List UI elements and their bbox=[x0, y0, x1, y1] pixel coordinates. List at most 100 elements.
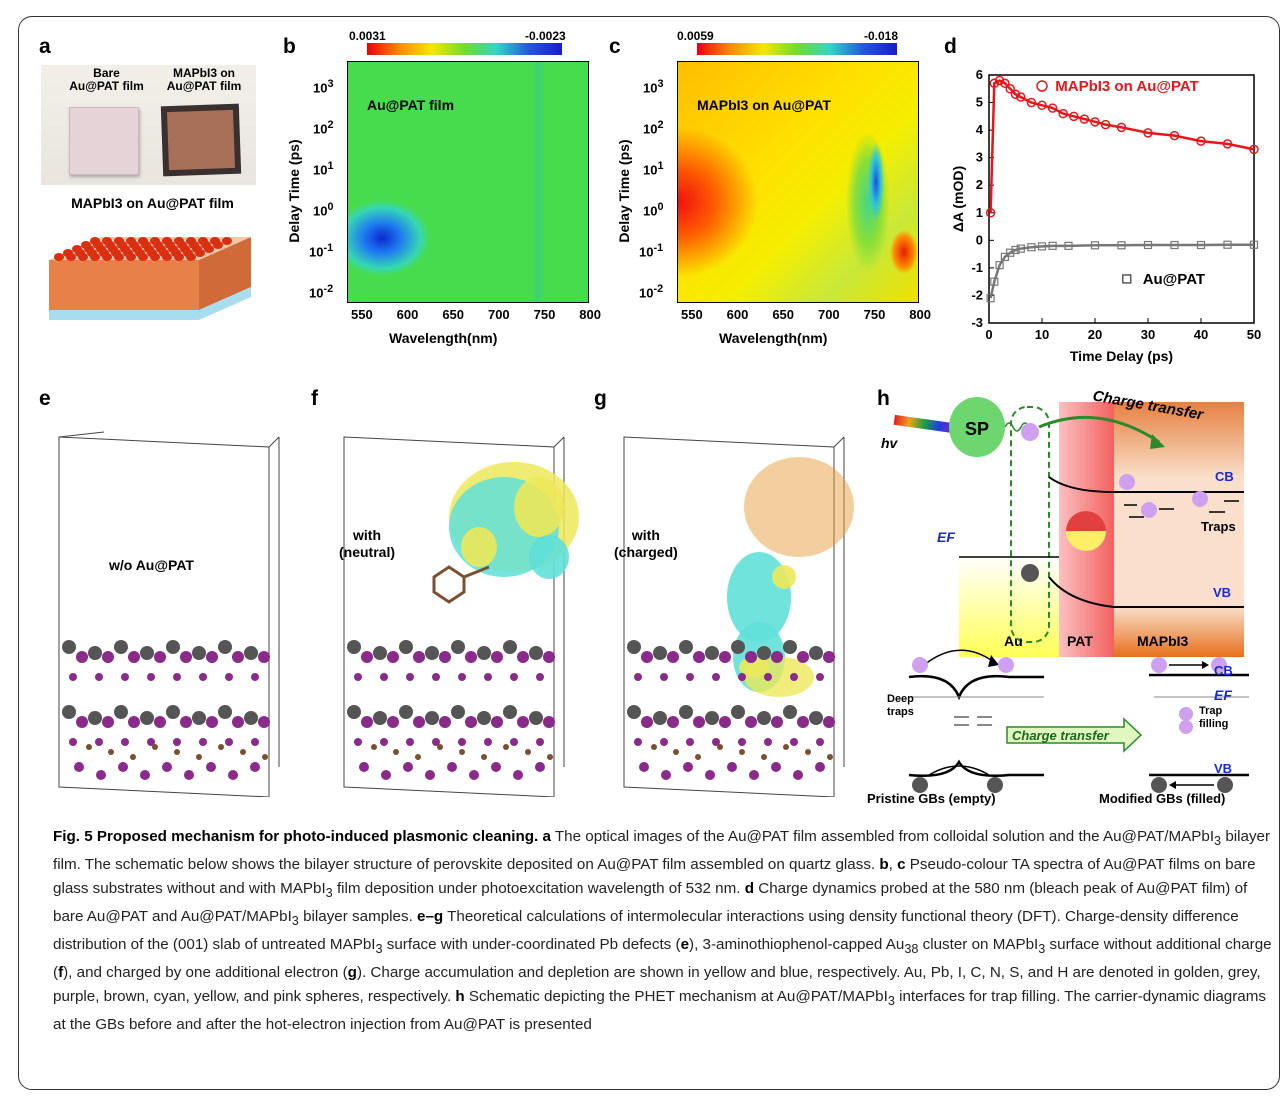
ytick-label: -1 bbox=[971, 260, 983, 275]
i-atom bbox=[228, 770, 238, 780]
ylabel-c: Delay Time (ps) bbox=[616, 139, 632, 243]
ytick-b: 100 bbox=[313, 201, 334, 219]
data-point bbox=[1048, 241, 1057, 250]
pb-atom bbox=[114, 705, 128, 719]
inset-c: MAPbI3 on Au@PAT bbox=[697, 97, 831, 113]
panel-label-b: b bbox=[283, 35, 296, 58]
data-point bbox=[1011, 245, 1020, 255]
figure-frame: a Bare Au@PAT film MAPbI3 on Au@PAT film M… bbox=[18, 16, 1280, 1090]
data-point bbox=[1100, 119, 1111, 130]
i-atom bbox=[469, 770, 479, 780]
i-atom bbox=[536, 738, 544, 746]
nanoparticle bbox=[54, 253, 64, 261]
i-atom bbox=[771, 762, 781, 772]
data-point bbox=[1249, 240, 1259, 249]
c-atom bbox=[393, 749, 399, 755]
nanoparticle bbox=[102, 237, 112, 245]
pb-atom bbox=[529, 711, 543, 725]
colorbar-c bbox=[697, 43, 897, 55]
i-atom bbox=[661, 770, 671, 780]
i-atom bbox=[180, 716, 192, 728]
i-atom bbox=[823, 651, 835, 663]
au-label: Au bbox=[1004, 633, 1023, 649]
pb-atom bbox=[425, 711, 439, 725]
data-point bbox=[1010, 89, 1021, 100]
i-atom bbox=[458, 673, 466, 681]
xtick-label: 10 bbox=[1035, 327, 1049, 342]
ef-label: EF bbox=[937, 529, 955, 545]
data-point bbox=[1090, 241, 1100, 250]
data-point bbox=[1222, 139, 1233, 149]
nanoparticle bbox=[126, 237, 136, 245]
data-point bbox=[1169, 130, 1180, 141]
colorbar-c-max: -0.018 bbox=[864, 29, 899, 43]
c-atom bbox=[459, 749, 465, 755]
i-atom bbox=[465, 651, 477, 663]
i-atom bbox=[510, 673, 518, 681]
panel-label-c: c bbox=[609, 35, 621, 58]
pb-atom bbox=[705, 711, 719, 725]
i-atom bbox=[484, 673, 492, 681]
nanoparticle bbox=[162, 237, 172, 245]
data-point bbox=[1000, 78, 1010, 89]
data-point bbox=[1027, 243, 1036, 252]
i-atom bbox=[738, 673, 746, 681]
i-atom bbox=[491, 651, 503, 663]
xtick-label: 30 bbox=[1141, 327, 1155, 342]
traps-label: Traps bbox=[1201, 519, 1236, 534]
i-atom bbox=[173, 738, 181, 746]
label-g: with (charged) bbox=[614, 527, 678, 560]
c-atom bbox=[371, 744, 377, 750]
i-atom bbox=[712, 673, 720, 681]
coated-film-photo bbox=[160, 103, 242, 177]
i-atom bbox=[96, 770, 106, 780]
i-atom bbox=[76, 716, 88, 728]
ytick-label: 5 bbox=[976, 95, 983, 110]
nanoparticle bbox=[150, 237, 160, 245]
pb-atom bbox=[529, 646, 543, 660]
legend-red: MAPbI3 on Au@PAT bbox=[1055, 78, 1199, 95]
pb-atom bbox=[62, 640, 76, 654]
ytick-b: 101 bbox=[313, 160, 334, 178]
i-atom bbox=[764, 738, 772, 746]
c-atom bbox=[196, 754, 202, 760]
data-point bbox=[1005, 84, 1015, 94]
i-atom bbox=[790, 738, 798, 746]
c-atom bbox=[262, 754, 268, 760]
panel-label-g: g bbox=[594, 387, 607, 410]
mechanism-schematic bbox=[893, 397, 1249, 793]
legend-marker bbox=[1122, 274, 1132, 284]
i-atom bbox=[749, 770, 759, 780]
label-f: with (neutral) bbox=[339, 527, 395, 560]
colorbar-b-max: -0.0023 bbox=[525, 29, 566, 43]
bilayer-schematic bbox=[49, 237, 251, 320]
data-point bbox=[986, 294, 995, 303]
nanoparticle bbox=[222, 237, 232, 245]
i-atom bbox=[771, 716, 783, 728]
c-atom bbox=[783, 744, 789, 750]
i-atom bbox=[162, 762, 172, 772]
i-atom bbox=[797, 651, 809, 663]
pb-atom bbox=[783, 705, 797, 719]
pb-atom bbox=[140, 711, 154, 725]
ytick-label: 6 bbox=[976, 67, 983, 82]
ytick-b: 103 bbox=[313, 78, 334, 96]
data-point bbox=[1079, 114, 1090, 124]
i-atom bbox=[686, 673, 694, 681]
colorbar-b bbox=[367, 43, 562, 55]
ef-label-2: EF bbox=[1214, 687, 1232, 703]
data-point bbox=[1058, 108, 1068, 119]
data-point bbox=[1000, 252, 1010, 261]
i-atom bbox=[491, 716, 503, 728]
i-atom bbox=[95, 738, 103, 746]
i-atom bbox=[510, 738, 518, 746]
c-atom bbox=[805, 749, 811, 755]
ytick-label: -2 bbox=[971, 287, 983, 302]
i-atom bbox=[491, 762, 501, 772]
pb-atom bbox=[705, 646, 719, 660]
i-atom bbox=[403, 762, 413, 772]
i-atom bbox=[790, 673, 798, 681]
i-atom bbox=[719, 651, 731, 663]
i-atom bbox=[381, 770, 391, 780]
data-point bbox=[1047, 103, 1058, 113]
